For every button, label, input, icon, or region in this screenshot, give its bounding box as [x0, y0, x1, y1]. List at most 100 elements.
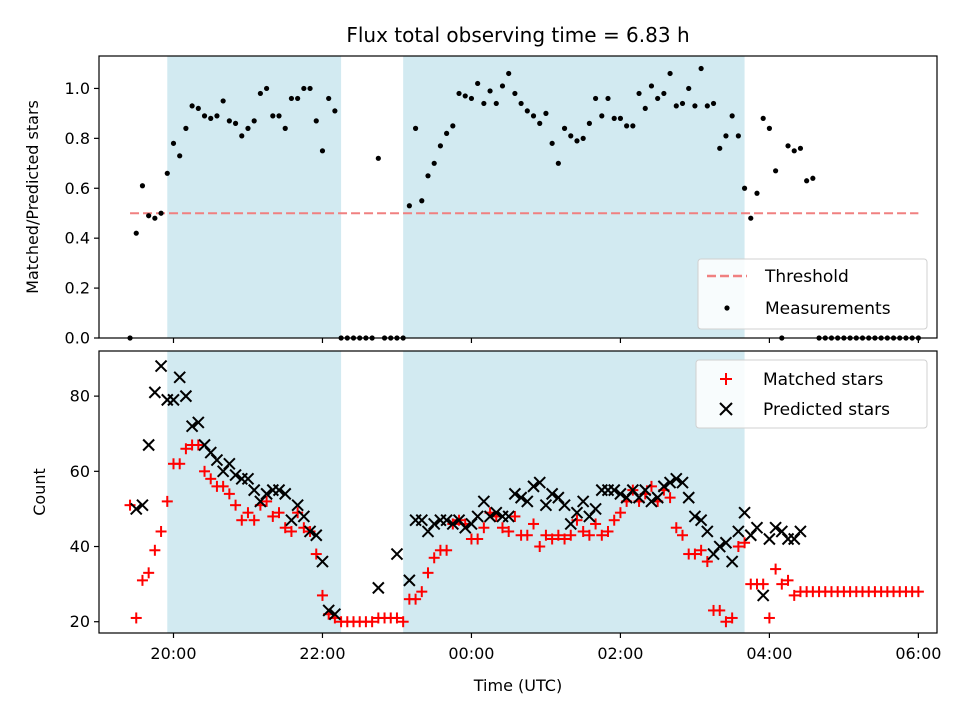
measurements-point-11: [189, 103, 195, 109]
predicted-stars-point-56: [527, 480, 540, 493]
predicted-stars-point-35: [390, 547, 404, 561]
measurements-point-8: [170, 140, 177, 146]
measurements-point-12: [195, 105, 201, 112]
measurements-point-72: [568, 133, 574, 139]
measurements-point-103: [760, 115, 766, 121]
measurements-point-87: [661, 90, 667, 97]
measurements-point-7: [164, 170, 170, 176]
measurements-point-30: [307, 85, 313, 92]
measurements-point-6: [158, 210, 164, 216]
predicted-stars-point-1: [130, 502, 143, 516]
predicted-stars-point-92: [750, 521, 764, 534]
predicted-stars-point-78: [663, 476, 677, 489]
matched-stars-point-103: [757, 578, 769, 590]
predicted-stars-point-42: [440, 513, 453, 527]
measurements-point-101: [748, 215, 754, 221]
predicted-stars-point-61: [558, 498, 571, 512]
matched-stars-point-76: [590, 518, 602, 530]
measurements-point-13: [201, 113, 208, 119]
predicted-stars-point-64: [576, 495, 590, 508]
predicted-stars-point-9: [179, 389, 193, 403]
measurements-point-50: [431, 160, 437, 166]
measurements-point-100: [741, 185, 748, 191]
matched-stars-point-10: [180, 443, 192, 455]
measurements-point-48: [419, 198, 425, 204]
top-y-axis-label: Matched/Predicted stars: [23, 100, 42, 294]
matched-stars-point-2: [130, 612, 142, 624]
predicted-stars-point-14: [210, 453, 224, 467]
matched-stars-point-13: [199, 465, 211, 477]
predicted-stars-point-59: [545, 487, 559, 501]
matched-stars-point-47: [410, 593, 422, 605]
predicted-stars-point-2: [136, 498, 149, 512]
measurements-point-5: [152, 215, 158, 221]
predicted-stars-point-36: [403, 574, 416, 587]
matched-stars-point-80: [614, 507, 626, 519]
measurements-point-109: [797, 145, 804, 151]
predicted-stars-point-90: [738, 506, 751, 519]
measurements-point-56: [468, 95, 475, 102]
predicted-stars-point-58: [539, 498, 553, 512]
shaded-interval-2: [403, 56, 745, 338]
shaded-interval-1: [167, 56, 342, 338]
y-tick-label-1: 0.0: [65, 329, 90, 348]
measurements-point-64: [518, 100, 524, 107]
measurements-point-20: [245, 125, 251, 131]
predicted-stars-point-80: [676, 476, 689, 489]
predicted-stars-point-10: [185, 419, 199, 433]
matched-stars-point-45: [397, 616, 409, 628]
measurements-point-84: [642, 105, 648, 112]
matched-stars-point-18: [230, 499, 242, 511]
predicted-stars-point-84: [701, 525, 714, 538]
predicted-stars-point-34: [372, 581, 385, 595]
matched-stars-point-128: [912, 586, 924, 598]
matched-stars-point-70: [552, 529, 564, 541]
y-tick-label-1: 20: [70, 612, 90, 631]
measurements-point-18: [232, 120, 239, 126]
matched-stars-point-32: [316, 589, 328, 601]
matched-stars-point-62: [503, 525, 515, 537]
predicted-stars-point-32: [322, 604, 335, 617]
y-tick-label-2: 40: [70, 537, 90, 556]
measurements-point-22: [257, 90, 263, 97]
matched-stars-point-69: [546, 533, 558, 545]
matched-stars-point-90: [676, 529, 688, 541]
measurements-point-70: [555, 160, 561, 166]
measurements-point-98: [729, 113, 735, 119]
predicted-stars-point-4: [148, 386, 162, 399]
measurements-point-75: [586, 120, 592, 126]
predicted-stars-point-57: [533, 476, 546, 489]
bottom-x-ticks: 20:00 22:00 00:00 02:00 04:00 06:00: [150, 633, 941, 663]
y-tick-label-2: 0.2: [65, 279, 90, 298]
matched-stars-point-44: [391, 612, 403, 624]
measurements-point-33: [326, 95, 332, 102]
measurements-point-67: [537, 120, 543, 126]
matched-stars-point-20: [242, 507, 254, 519]
matched-stars-point-77: [596, 529, 608, 541]
matched-stars-point-108: [788, 589, 800, 601]
matched-stars-point-68: [540, 529, 552, 541]
predicted-stars-point-24: [272, 483, 286, 497]
measurements-point-51: [437, 143, 444, 149]
predicted-stars-point-49: [483, 510, 497, 523]
chart-title: Flux total observing time = 6.83 h: [346, 23, 689, 47]
predicted-stars-point-29: [303, 525, 317, 538]
measurements-point-24: [270, 113, 276, 119]
measurements-point-97: [723, 133, 729, 139]
matched-stars-point-66: [528, 518, 540, 530]
predicted-stars-point-20: [247, 483, 261, 497]
matched-stars-point-31: [310, 548, 322, 560]
matched-stars-point-93: [695, 544, 707, 556]
measurements-point-31: [313, 118, 319, 124]
predicted-stars-point-99: [794, 525, 807, 538]
predicted-stars-point-81: [682, 491, 695, 504]
top-legend: Threshold Measurements: [697, 258, 928, 330]
predicted-stars-point-53: [508, 487, 522, 501]
x-tick-label-4: 02:00: [597, 644, 643, 663]
matched-stars-point-12: [192, 439, 204, 451]
measurements-point-66: [530, 113, 537, 119]
measurements-point-53: [450, 123, 456, 129]
measurements-point-93: [698, 65, 704, 72]
matched-stars-point-9: [174, 458, 186, 470]
matched-stars-point-52: [441, 544, 453, 556]
